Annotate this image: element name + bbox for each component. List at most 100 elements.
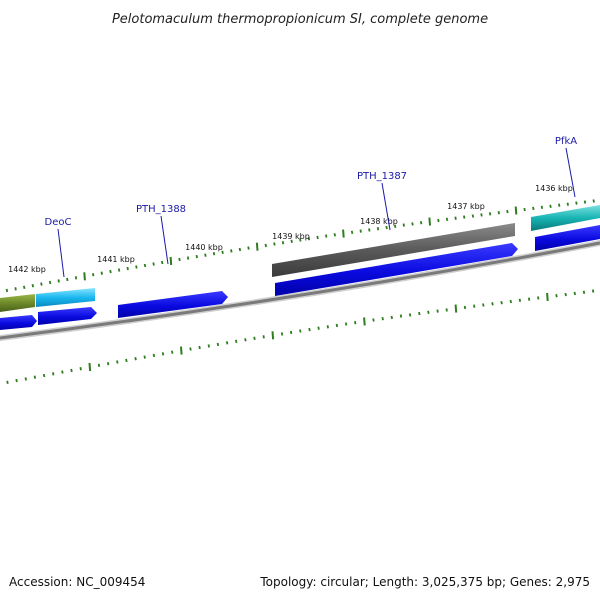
inner-tick-56 xyxy=(509,299,512,304)
inner-tick-41 xyxy=(372,318,375,322)
outer-tick-23 xyxy=(195,254,198,259)
inner-tick-58 xyxy=(527,297,531,301)
outer-tick-66 xyxy=(566,202,569,206)
outer-tick-53 xyxy=(454,216,457,220)
inner-tick-35 xyxy=(317,326,320,330)
outer-tick-61 xyxy=(523,207,526,212)
outer-tick-68 xyxy=(583,200,587,204)
inner-tick-15 xyxy=(134,357,137,361)
outer-tick-67 xyxy=(575,201,578,205)
gene-label-pth1387[interactable]: PTH_1387 xyxy=(357,171,407,182)
inner-tick-marks xyxy=(6,289,595,384)
gene-deoc-feature[interactable] xyxy=(36,288,95,307)
outer-tick-17 xyxy=(143,263,147,268)
inner-tick-49 xyxy=(445,308,448,312)
inner-tick-20 xyxy=(180,346,183,355)
outer-tick-49 xyxy=(419,221,423,225)
outer-tick-11 xyxy=(92,273,95,277)
gene-label-pth1388[interactable]: PTH_1388 xyxy=(136,204,186,215)
inner-tick-3 xyxy=(24,377,27,381)
outer-tick-8 xyxy=(66,277,69,282)
outer-tick-3 xyxy=(23,285,26,289)
outer-tick-45 xyxy=(385,225,388,230)
inner-tick-22 xyxy=(198,345,201,350)
outer-tick-59 xyxy=(506,209,509,214)
inner-tick-59 xyxy=(537,296,540,300)
gene-label-deoc[interactable]: DeoC xyxy=(45,217,72,228)
outer-tick-25 xyxy=(212,252,216,256)
cds-arrow-1[interactable] xyxy=(0,315,37,330)
outer-tick-5 xyxy=(40,282,43,286)
inner-tick-4 xyxy=(33,375,37,379)
cds-pfka-arrow[interactable] xyxy=(535,225,600,251)
leader-line-pth1388 xyxy=(160,215,169,265)
outer-tick-41 xyxy=(350,230,354,234)
scale-label-1437: 1437 kbp xyxy=(447,202,485,211)
inner-tick-25 xyxy=(225,341,229,345)
inner-tick-44 xyxy=(399,314,403,318)
outer-tick-69 xyxy=(592,199,595,203)
inner-tick-9 xyxy=(79,367,82,371)
outer-tick-2 xyxy=(14,287,17,291)
scale-label-1441: 1441 kbp xyxy=(97,255,135,264)
scale-label-1442: 1442 kbp xyxy=(8,265,46,274)
inner-tick-10 xyxy=(88,362,92,372)
inner-tick-54 xyxy=(491,302,494,306)
outer-tick-marks xyxy=(5,199,595,293)
outer-tick-16 xyxy=(135,265,138,269)
inner-tick-31 xyxy=(280,332,284,336)
cds-pth1388-arrow[interactable] xyxy=(118,291,228,318)
leader-line-deoc xyxy=(57,228,65,278)
inner-tick-36 xyxy=(326,325,329,329)
inner-tick-39 xyxy=(354,321,357,325)
inner-tick-43 xyxy=(390,315,393,320)
outer-tick-7 xyxy=(57,279,60,283)
gene-pfka-feature[interactable] xyxy=(531,205,600,231)
inner-tick-14 xyxy=(125,358,128,363)
genome-backbone-core xyxy=(0,241,600,340)
outer-tick-4 xyxy=(31,284,34,288)
outer-tick-18 xyxy=(152,262,155,266)
inner-tick-46 xyxy=(418,311,421,316)
outer-tick-35 xyxy=(299,238,302,242)
leader-line-pth1387 xyxy=(381,182,391,231)
inner-tick-57 xyxy=(518,298,522,302)
outer-tick-22 xyxy=(186,256,190,260)
genome-summary-text: Topology: circular; Length: 3,025,375 bp… xyxy=(259,575,590,589)
outer-tick-39 xyxy=(333,233,336,237)
outer-tick-31 xyxy=(264,243,267,248)
outer-tick-51 xyxy=(437,218,440,223)
outer-tick-52 xyxy=(445,217,449,221)
inner-tick-64 xyxy=(582,290,586,294)
inner-tick-16 xyxy=(143,355,146,359)
inner-tick-27 xyxy=(244,338,247,342)
outer-tick-64 xyxy=(549,204,552,208)
cds-deoc-arrow[interactable] xyxy=(38,307,97,325)
inner-tick-53 xyxy=(482,303,485,307)
outer-tick-19 xyxy=(161,260,164,265)
outer-tick-47 xyxy=(402,223,405,227)
gene-label-pfka[interactable]: PfkA xyxy=(555,136,577,147)
inner-tick-21 xyxy=(189,347,192,351)
outer-tick-43 xyxy=(368,228,371,232)
cds-pth1387-arrow[interactable] xyxy=(275,243,518,296)
outer-tick-37 xyxy=(316,235,319,240)
inner-tick-32 xyxy=(289,330,293,335)
inner-tick-11 xyxy=(97,363,101,367)
inner-tick-65 xyxy=(591,289,595,293)
inner-tick-6 xyxy=(52,372,55,376)
outer-tick-29 xyxy=(247,246,250,250)
outer-tick-28 xyxy=(238,247,242,252)
outer-tick-1 xyxy=(5,288,9,293)
leader-line-pfka xyxy=(565,147,576,198)
inner-tick-61 xyxy=(555,294,558,298)
outer-tick-57 xyxy=(488,212,492,216)
outer-tick-60 xyxy=(514,206,518,215)
inner-tick-60 xyxy=(546,292,549,301)
inner-tick-23 xyxy=(207,344,210,348)
inner-tick-42 xyxy=(381,317,384,321)
gene-pth1387-feature[interactable] xyxy=(272,223,515,277)
outer-tick-30 xyxy=(255,242,259,251)
gene-olive-feature[interactable] xyxy=(0,294,35,312)
